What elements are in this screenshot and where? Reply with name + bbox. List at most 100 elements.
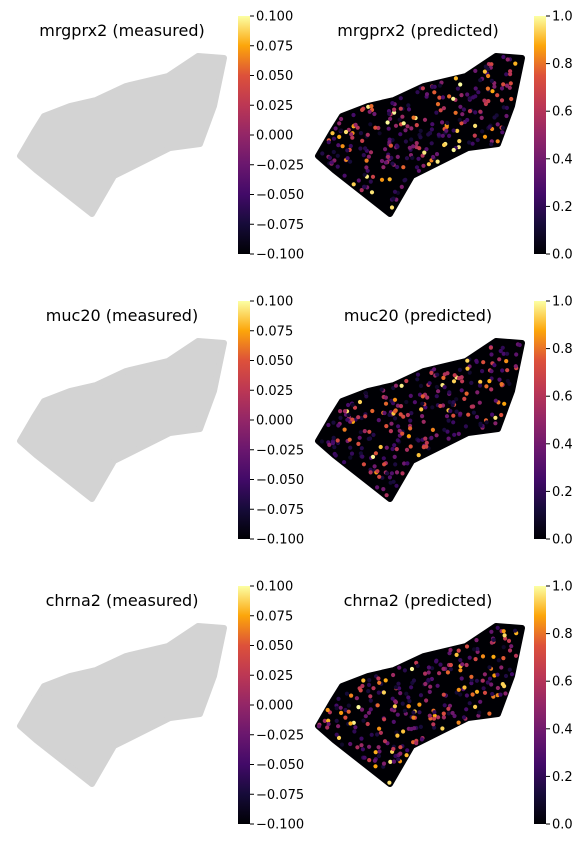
scatter-point	[414, 141, 419, 146]
scatter-point	[486, 99, 491, 104]
scatter-point	[336, 696, 341, 701]
colorbar: 0.100 0.075 0.050 0.025 0.000 −0.025 −0.050 −0.…	[238, 295, 304, 548]
scatter-point	[406, 434, 411, 439]
scatter-point	[361, 184, 367, 189]
colorbar: 0.100 0.075 0.050 0.025 0.000 −0.025 −0.050 −0.…	[238, 580, 304, 833]
scatter-point	[426, 132, 431, 137]
scatter-point	[459, 388, 464, 393]
scatter-point	[335, 153, 340, 158]
scatter-point	[400, 114, 405, 119]
scatter-point	[409, 126, 414, 131]
scatter-point	[456, 720, 461, 725]
scatter-point	[476, 713, 481, 718]
scatter-point	[349, 451, 355, 456]
colorbar-tick-label: 0.100	[256, 580, 293, 595]
scatter-point	[345, 148, 350, 153]
scatter-point	[497, 357, 502, 362]
scatter-point	[513, 364, 518, 369]
scatter-point	[364, 158, 369, 163]
scatter-point	[486, 67, 491, 72]
scatter-point	[395, 733, 400, 738]
panel-muc20-measured: muc20 (measured) 0.100 0.075 0.050 0.025 0.0…	[17, 295, 304, 548]
scatter-point	[418, 724, 423, 729]
scatter-point	[458, 692, 463, 697]
scatter-point	[405, 461, 410, 466]
scatter-point	[387, 140, 392, 145]
scatter-point	[454, 397, 459, 402]
scatter-point	[441, 715, 446, 720]
scatter-point	[332, 445, 337, 450]
scatter-point	[483, 101, 488, 107]
scatter-point	[432, 725, 437, 730]
scatter-point	[377, 749, 382, 754]
scatter-point	[451, 147, 456, 153]
scatter-point	[367, 109, 372, 114]
colorbar-tick-label: 0.0	[552, 248, 573, 263]
scatter-point	[456, 648, 461, 653]
scatter-point	[474, 689, 480, 694]
scatter-point	[377, 474, 382, 479]
scatter-point	[333, 126, 338, 131]
scatter-point	[517, 342, 522, 348]
scatter-point	[476, 90, 481, 95]
colorbar-tick-label: 0.000	[256, 414, 293, 429]
scatter-point	[447, 651, 452, 656]
scatter-point	[437, 95, 442, 100]
scatter-point	[342, 427, 347, 432]
scatter-point	[369, 732, 374, 737]
scatter-point	[396, 757, 401, 762]
scatter-point	[469, 404, 474, 409]
colorbar: 0.100 0.075 0.050 0.025 0.000 −0.025 −0.050 −0.…	[238, 10, 304, 263]
scatter-point	[431, 154, 436, 160]
scatter-point	[358, 688, 363, 693]
scatter-point	[426, 670, 431, 675]
scatter-point	[461, 715, 467, 720]
scatter-point	[406, 107, 412, 112]
scatter-point	[339, 710, 344, 715]
scatter-point	[451, 379, 457, 384]
scatter-point	[331, 420, 336, 425]
scatter-point	[335, 164, 340, 169]
scatter-point	[436, 715, 441, 720]
scatter-point	[503, 691, 508, 696]
scatter-point	[423, 681, 428, 687]
colorbar-tick-label: 0.4	[552, 437, 573, 452]
scatter-point	[326, 140, 331, 145]
scatter-point	[384, 493, 389, 498]
scatter-point	[458, 104, 463, 109]
scatter-point	[371, 432, 376, 437]
colorbar-tick-label: −0.025	[256, 443, 304, 458]
scatter-point	[345, 417, 350, 422]
scatter-point	[366, 710, 372, 715]
colorbar-tick-label: 0.4	[552, 152, 573, 167]
scatter-point	[474, 358, 479, 363]
scatter-point	[381, 487, 386, 492]
scatter-point	[365, 132, 370, 137]
scatter-point	[342, 409, 348, 414]
scatter-point	[488, 345, 493, 350]
scatter-point	[447, 399, 452, 405]
scatter-point	[423, 671, 428, 676]
scatter-point	[384, 445, 389, 450]
scatter-point	[353, 725, 358, 730]
scatter-point	[326, 718, 331, 723]
scatter-point	[513, 653, 519, 658]
scatter-point	[370, 454, 376, 459]
scatter-point	[426, 665, 431, 670]
scatter-point	[424, 92, 430, 97]
scatter-point	[389, 421, 394, 426]
scatter-point	[467, 96, 472, 101]
scatter-point	[368, 698, 373, 703]
scatter-point	[406, 704, 411, 709]
scatter-point	[402, 668, 407, 673]
scatter-point	[404, 378, 409, 384]
scatter-point	[450, 710, 455, 716]
scatter-point	[383, 147, 388, 152]
scatter-point	[446, 418, 451, 423]
scatter-point	[339, 128, 344, 133]
scatter-point	[336, 735, 342, 740]
scatter-point	[350, 135, 355, 140]
colorbar-tick-label: −0.075	[256, 788, 304, 803]
scatter-point	[359, 188, 364, 193]
scatter-point	[496, 658, 501, 663]
